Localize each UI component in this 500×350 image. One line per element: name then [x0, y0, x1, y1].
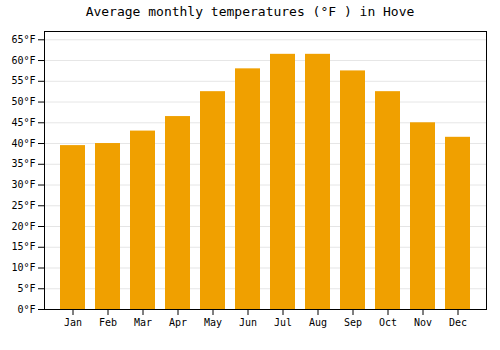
svg-text:Sep: Sep: [344, 317, 362, 328]
svg-text:5°F: 5°F: [17, 283, 35, 294]
svg-text:Apr: Apr: [169, 317, 187, 328]
svg-text:May: May: [204, 317, 222, 328]
svg-text:Oct: Oct: [379, 317, 397, 328]
svg-text:Jan: Jan: [64, 317, 82, 328]
svg-text:45°F: 45°F: [11, 117, 35, 128]
svg-text:Nov: Nov: [414, 317, 432, 328]
svg-text:10°F: 10°F: [11, 262, 35, 273]
svg-text:Feb: Feb: [99, 317, 117, 328]
svg-text:25°F: 25°F: [11, 200, 35, 211]
svg-text:Jun: Jun: [239, 317, 257, 328]
svg-text:50°F: 50°F: [11, 96, 35, 107]
svg-text:60°F: 60°F: [11, 55, 35, 66]
svg-text:55°F: 55°F: [11, 75, 35, 86]
svg-text:Aug: Aug: [309, 317, 327, 328]
svg-text:Dec: Dec: [449, 317, 467, 328]
svg-text:15°F: 15°F: [11, 241, 35, 252]
html-text:Average monthly temperatures (: Average monthly temperatures (°F ) in Ho…: [85, 4, 415, 19]
svg-text:35°F: 35°F: [11, 158, 35, 169]
svg-text:Jul: Jul: [274, 317, 292, 328]
svg-text:65°F: 65°F: [11, 34, 35, 45]
svg-text:0°F: 0°F: [17, 304, 35, 315]
svg-text:40°F: 40°F: [11, 138, 35, 149]
svg-text:30°F: 30°F: [11, 179, 35, 190]
svg-text:20°F: 20°F: [11, 221, 35, 232]
svg-text:Mar: Mar: [134, 317, 152, 328]
